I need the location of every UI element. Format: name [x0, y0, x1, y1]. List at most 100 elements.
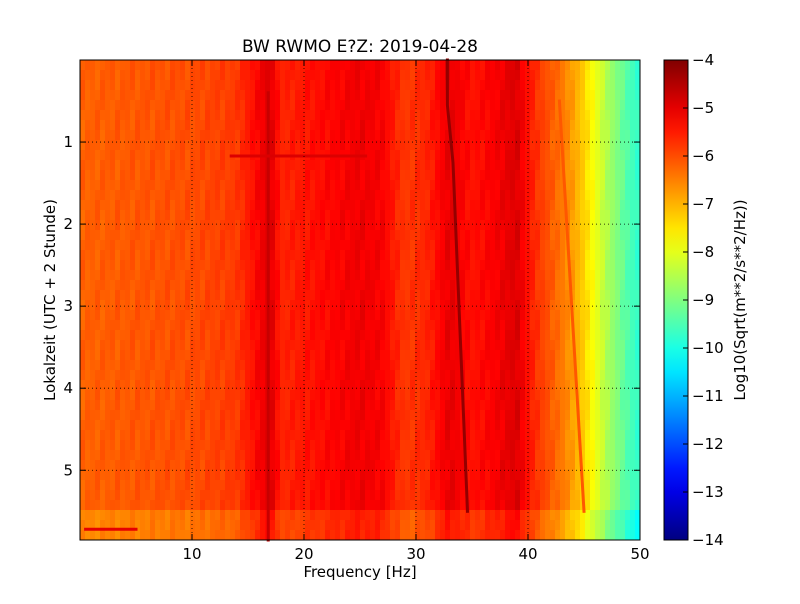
heatmap-cell	[125, 70, 131, 81]
heatmap-cell	[205, 120, 211, 131]
heatmap-cell	[450, 480, 456, 491]
heatmap-cell	[300, 230, 306, 241]
heatmap-cell	[420, 130, 426, 141]
heatmap-cell	[485, 310, 491, 321]
heatmap-cell	[305, 380, 311, 391]
heatmap-cell	[300, 480, 306, 491]
heatmap-cell	[205, 440, 211, 451]
heatmap-cell	[125, 240, 131, 251]
heatmap-cell	[625, 170, 631, 181]
heatmap-cell	[625, 420, 631, 431]
heatmap-cell	[235, 60, 241, 71]
heatmap-cell	[605, 60, 611, 71]
heatmap-cell	[500, 390, 506, 401]
heatmap-cell	[300, 380, 306, 391]
heatmap-cell	[85, 480, 91, 491]
heatmap-cell	[335, 340, 341, 351]
heatmap-cell	[350, 260, 356, 271]
heatmap-cell	[510, 250, 516, 261]
heatmap-cell	[225, 400, 231, 411]
heatmap-cell	[285, 490, 291, 501]
heatmap-cell	[260, 290, 266, 301]
heatmap-cell	[220, 270, 226, 281]
heatmap-cell	[480, 220, 486, 231]
heatmap-cell	[625, 480, 631, 491]
heatmap-cell	[555, 440, 561, 451]
heatmap-cell	[450, 470, 456, 481]
heatmap-cell	[435, 470, 441, 481]
heatmap-cell	[180, 250, 186, 261]
heatmap-cell	[240, 270, 246, 281]
heatmap-cell	[615, 80, 621, 91]
heatmap-cell	[245, 170, 251, 181]
heatmap-cell	[605, 470, 611, 481]
heatmap-cell	[505, 170, 511, 181]
heatmap-cell	[115, 210, 121, 221]
heatmap-cell	[385, 490, 391, 501]
heatmap-cell	[510, 80, 516, 91]
heatmap-cell	[305, 80, 311, 91]
heatmap-cell	[285, 120, 291, 131]
heatmap-cell	[530, 80, 536, 91]
heatmap-cell	[420, 340, 426, 351]
heatmap-cell	[155, 480, 161, 491]
heatmap-cell	[400, 410, 406, 421]
heatmap-cell	[190, 150, 196, 161]
heatmap-cell	[625, 70, 631, 81]
heatmap-cell	[345, 390, 351, 401]
heatmap-cell	[315, 110, 321, 121]
heatmap-cell	[115, 410, 121, 421]
heatmap-cell	[585, 290, 591, 301]
heatmap-cell	[235, 290, 241, 301]
heatmap-cell	[165, 80, 171, 91]
heatmap-cell	[370, 70, 376, 81]
heatmap-cell	[135, 120, 141, 131]
heatmap-cell	[275, 450, 281, 461]
heatmap-cell	[260, 470, 266, 481]
heatmap-cell	[95, 440, 101, 451]
heatmap-cell	[185, 460, 191, 471]
heatmap-cell	[370, 90, 376, 101]
heatmap-cell	[330, 170, 336, 181]
heatmap-cell	[415, 160, 421, 171]
heatmap-cell	[180, 100, 186, 111]
heatmap-cell	[200, 270, 206, 281]
heatmap-cell	[405, 460, 411, 471]
heatmap-cell	[500, 480, 506, 491]
heatmap-cell	[620, 240, 626, 251]
heatmap-cell	[305, 480, 311, 491]
heatmap-cell	[445, 450, 451, 461]
heatmap-cell	[205, 260, 211, 271]
heatmap-cell	[120, 210, 126, 221]
heatmap-cell	[485, 410, 491, 421]
heatmap-cell	[575, 80, 581, 91]
heatmap-cell	[600, 480, 606, 491]
heatmap-cell	[170, 210, 176, 221]
heatmap-cell	[295, 240, 301, 251]
heatmap-cell	[285, 380, 291, 391]
heatmap-cell	[315, 440, 321, 451]
heatmap-cell	[180, 500, 186, 511]
heatmap-cell	[465, 450, 471, 461]
heatmap-cell	[135, 460, 141, 471]
heatmap-cell	[115, 370, 121, 381]
heatmap-cell	[285, 310, 291, 321]
heatmap-cell	[110, 130, 116, 141]
heatmap-cell	[625, 380, 631, 391]
heatmap-cell	[275, 80, 281, 91]
heatmap-cell	[425, 410, 431, 421]
heatmap-cell	[355, 80, 361, 91]
heatmap-cell	[115, 290, 121, 301]
heatmap-cell	[560, 480, 566, 491]
heatmap-cell	[370, 180, 376, 191]
heatmap-cell	[125, 130, 131, 141]
heatmap-cell	[340, 320, 346, 331]
heatmap-cell	[575, 480, 581, 491]
heatmap-cell	[145, 240, 151, 251]
heatmap-cell	[450, 290, 456, 301]
heatmap-cell	[585, 190, 591, 201]
heatmap-cell	[260, 250, 266, 261]
heatmap-cell	[635, 290, 641, 301]
heatmap-cell	[460, 140, 466, 151]
heatmap-cell	[495, 230, 501, 241]
